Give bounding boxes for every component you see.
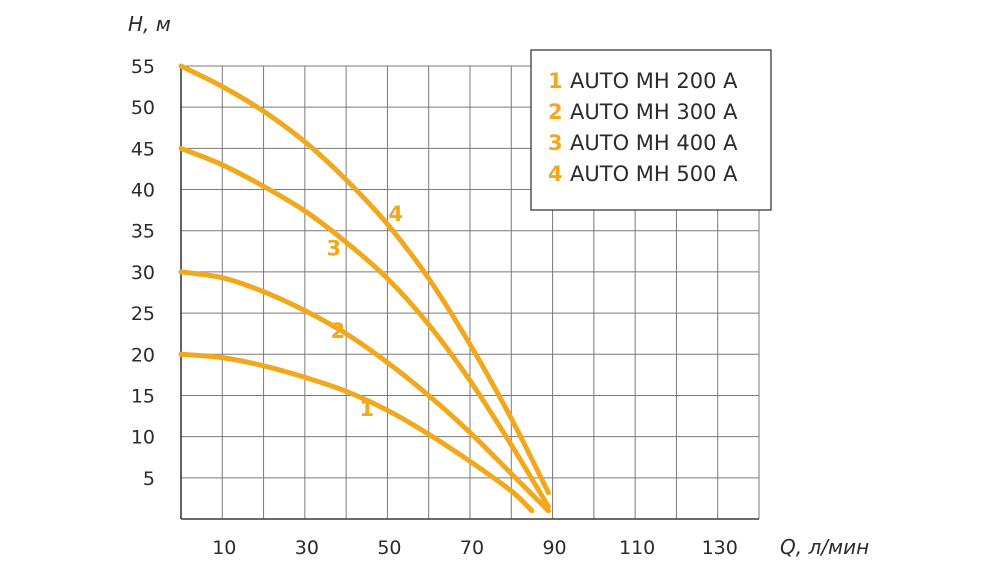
x-tick-label: 110 [619,537,655,559]
legend-entry: AUTO MH 500 A [570,162,738,186]
axes [180,64,759,520]
x-tick-label: 10 [212,537,236,559]
curve-label-2: 2 [331,319,346,343]
legend-number: 2 [548,100,563,124]
series-line-1 [178,351,535,514]
series-line-3 [178,145,551,510]
y-tick-label: 20 [131,344,155,366]
legend-entry: AUTO MH 400 A [570,131,738,155]
y-tick-label: 55 [131,56,155,78]
x-axis-title: Q, л/мин [780,535,869,559]
y-tick-label: 45 [131,138,155,160]
legend-number: 1 [548,69,563,93]
y-tick-label: 40 [131,180,155,202]
x-tick-label: 130 [702,537,738,559]
curve-label-3: 3 [326,236,341,260]
curve-labels: 1 2 3 4 [326,202,403,421]
legend-entry: AUTO MH 300 A [570,100,738,124]
x-tick-label: 50 [377,537,401,559]
x-tick-label: 30 [295,537,319,559]
x-axis-ticks: 10 30 50 70 90 110 130 [212,537,738,559]
y-tick-label: 10 [131,427,155,449]
legend-number: 4 [548,162,563,186]
series-line-4 [178,63,551,496]
y-tick-label: 25 [131,303,155,325]
y-tick-label: 50 [131,97,155,119]
y-tick-label: 5 [143,468,155,490]
legend: 1 AUTO MH 200 A 2 AUTO MH 300 A 3 AUTO MH 400… [530,49,772,211]
y-tick-label: 15 [131,385,155,407]
curve-label-4: 4 [388,202,403,226]
series-lines [178,63,551,514]
curve-label-1: 1 [359,397,374,421]
y-axis-title: H, м [128,12,171,36]
y-axis-ticks: 5 10 15 20 25 30 35 40 45 50 55 [131,56,155,490]
series-line-2 [178,269,551,514]
legend-entry: AUTO MH 200 A [570,69,738,93]
legend-box [530,49,772,211]
x-tick-label: 70 [460,537,484,559]
y-tick-label: 35 [131,221,155,243]
x-tick-label: 90 [542,537,566,559]
legend-number: 3 [548,131,563,155]
y-tick-label: 30 [131,262,155,284]
